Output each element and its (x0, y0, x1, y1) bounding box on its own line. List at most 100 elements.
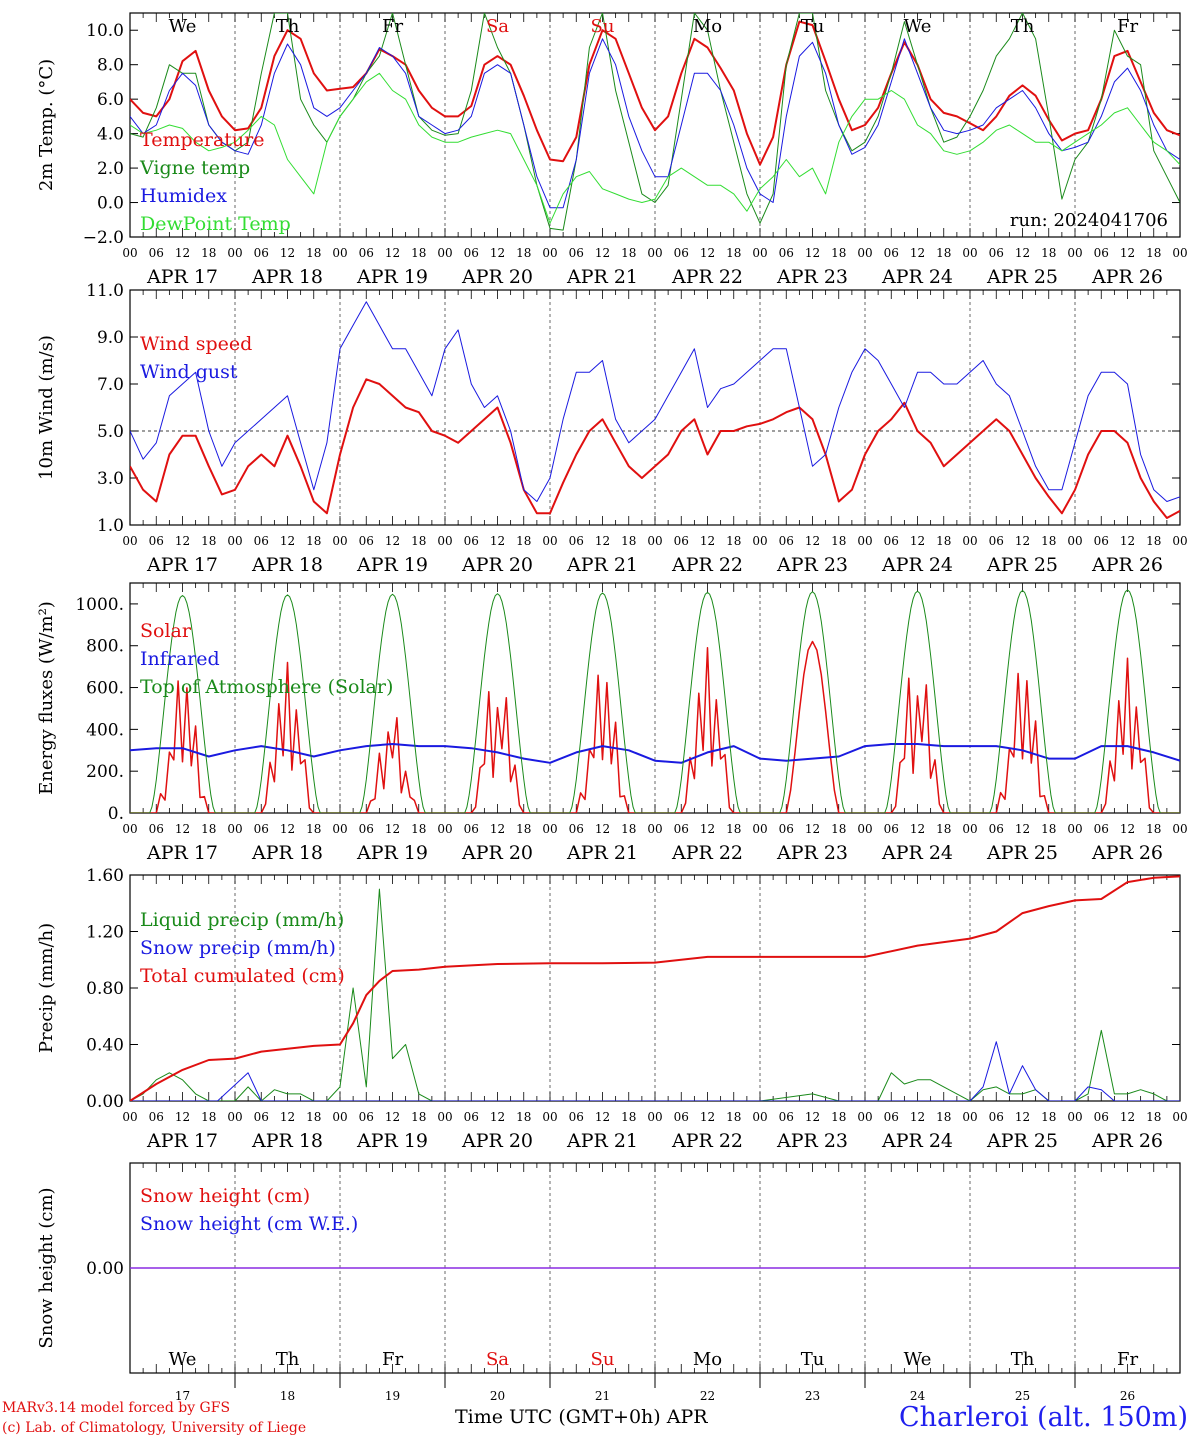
hour-tick-label: 18 (726, 534, 741, 548)
hour-tick-label: 12 (910, 822, 925, 836)
hour-tick-label: 06 (149, 246, 164, 260)
legend-entry: DewPoint Temp (140, 213, 291, 235)
hour-tick-label: 00 (857, 534, 872, 548)
hour-tick-label: 00 (122, 246, 137, 260)
weekday-label-top: Sa (486, 16, 509, 37)
lab-credit: (c) Lab. of Climatology, University of L… (2, 1420, 307, 1436)
hour-tick-label: 06 (884, 534, 899, 548)
hour-tick-label: 18 (831, 1110, 846, 1124)
hour-tick-label: 12 (1015, 246, 1030, 260)
chart-panel-5: 0.00 Snow height (cm) Snow height (cm) Snow… (36, 1162, 1181, 1374)
y-tick-label: 5.0 (97, 422, 124, 442)
weekday-label-top: Su (591, 16, 615, 37)
chart-panel-3: 1000. 800. 600. 400. 200. 0. Energy fluxes (W/… (36, 582, 1188, 864)
series-line-2 (130, 1041, 1180, 1101)
hour-tick-label: 18 (1041, 822, 1056, 836)
y-tick-label: 9.0 (97, 328, 124, 348)
date-label: APR 20 (461, 266, 533, 288)
legend-entry: Humidex (140, 185, 227, 207)
y-tick-label: 1000. (75, 595, 124, 615)
hour-tick-label: 00 (857, 1110, 872, 1124)
date-label: APR 18 (251, 554, 323, 576)
weekday-label-top: Th (276, 16, 300, 37)
weekday-label-top: Fr (1117, 16, 1138, 37)
hour-tick-label: 06 (884, 822, 899, 836)
date-label: APR 21 (566, 554, 638, 576)
hour-tick-label: 18 (621, 822, 636, 836)
chart-panel-2: 11.0 9.0 7.0 5.0 3.0 1.0 10m Wind (m/s) Wind sp… (36, 281, 1188, 576)
hour-tick-label: 00 (857, 246, 872, 260)
weekday-label-bottom: Fr (1117, 1349, 1138, 1370)
hour-tick-label: 06 (779, 246, 794, 260)
hour-tick-label: 12 (805, 1110, 820, 1124)
hour-tick-label: 12 (910, 534, 925, 548)
series-line-2 (130, 301, 1180, 502)
hour-tick-label: 00 (332, 822, 347, 836)
y-tick-label: 800. (86, 637, 124, 657)
date-label: APR 17 (146, 1130, 218, 1152)
y-tick-label: 400. (86, 720, 124, 740)
hour-tick-label: 18 (1146, 246, 1161, 260)
hour-tick-label: 12 (175, 534, 190, 548)
hour-tick-label: 00 (437, 534, 452, 548)
hour-tick-label: 18 (831, 822, 846, 836)
hour-tick-label: 00 (962, 1110, 977, 1124)
hour-tick-label: 18 (201, 246, 216, 260)
hour-tick-label: 12 (1015, 822, 1030, 836)
hour-tick-label: 06 (884, 1110, 899, 1124)
station-name: Charleroi (alt. 150m) (899, 1402, 1188, 1433)
day-number-label: 23 (805, 1389, 820, 1403)
date-label: APR 22 (671, 1130, 743, 1152)
date-label: APR 24 (881, 554, 953, 576)
weekday-label-bottom: We (904, 1349, 932, 1370)
hour-tick-label: 06 (149, 1110, 164, 1124)
legend-entry: Vigne temp (139, 157, 250, 179)
hour-tick-label: 18 (1146, 1110, 1161, 1124)
date-label: APR 17 (146, 842, 218, 864)
hour-tick-label: 00 (647, 822, 662, 836)
weekday-label-bottom: Sa (486, 1349, 509, 1370)
date-label: APR 20 (461, 842, 533, 864)
x-axis-title: Time UTC (GMT+0h) APR (455, 1406, 708, 1428)
weekday-label-bottom: We (169, 1349, 197, 1370)
weekday-label-bottom: Mo (693, 1349, 722, 1370)
weekday-label-top: Fr (382, 16, 403, 37)
hour-tick-label: 12 (700, 1110, 715, 1124)
y-tick-label: 0.0 (97, 194, 124, 214)
hour-tick-label: 00 (332, 534, 347, 548)
y-tick-label: 2.0 (97, 159, 124, 179)
hour-tick-label: 12 (280, 534, 295, 548)
hour-tick-label: 18 (936, 534, 951, 548)
date-label: APR 20 (461, 1130, 533, 1152)
hour-tick-label: 18 (411, 534, 426, 548)
hour-tick-label: 00 (752, 822, 767, 836)
hour-tick-label: 06 (359, 246, 374, 260)
hour-tick-label: 18 (726, 246, 741, 260)
weekday-label-top: We (169, 16, 197, 37)
hour-tick-label: 18 (201, 822, 216, 836)
hour-tick-label: 06 (254, 534, 269, 548)
series-group (130, 301, 1180, 519)
y-tick-label: 0.40 (86, 1036, 124, 1056)
date-label: APR 25 (986, 842, 1058, 864)
hour-tick-label: 00 (752, 1110, 767, 1124)
y-tick-label: 6.0 (97, 90, 124, 110)
weekday-label-bottom: Th (276, 1349, 300, 1370)
date-label: APR 23 (776, 842, 848, 864)
plot-frame (129, 12, 1181, 238)
hour-tick-label: 12 (280, 1110, 295, 1124)
hour-tick-label: 06 (569, 534, 584, 548)
series-line-3 (130, 875, 1180, 1101)
hour-tick-label: 18 (516, 1110, 531, 1124)
hour-tick-label: 00 (437, 246, 452, 260)
date-label: APR 17 (146, 554, 218, 576)
hour-tick-label: 12 (385, 534, 400, 548)
hour-tick-label: 18 (516, 534, 531, 548)
hour-tick-label: 00 (227, 822, 242, 836)
hour-tick-label: 18 (831, 246, 846, 260)
hour-tick-label: 00 (752, 246, 767, 260)
hour-tick-label: 18 (726, 822, 741, 836)
hour-tick-label: 00 (122, 1110, 137, 1124)
y-tick-label: 3.0 (97, 469, 124, 489)
y-tick-label: 0. (108, 804, 124, 824)
